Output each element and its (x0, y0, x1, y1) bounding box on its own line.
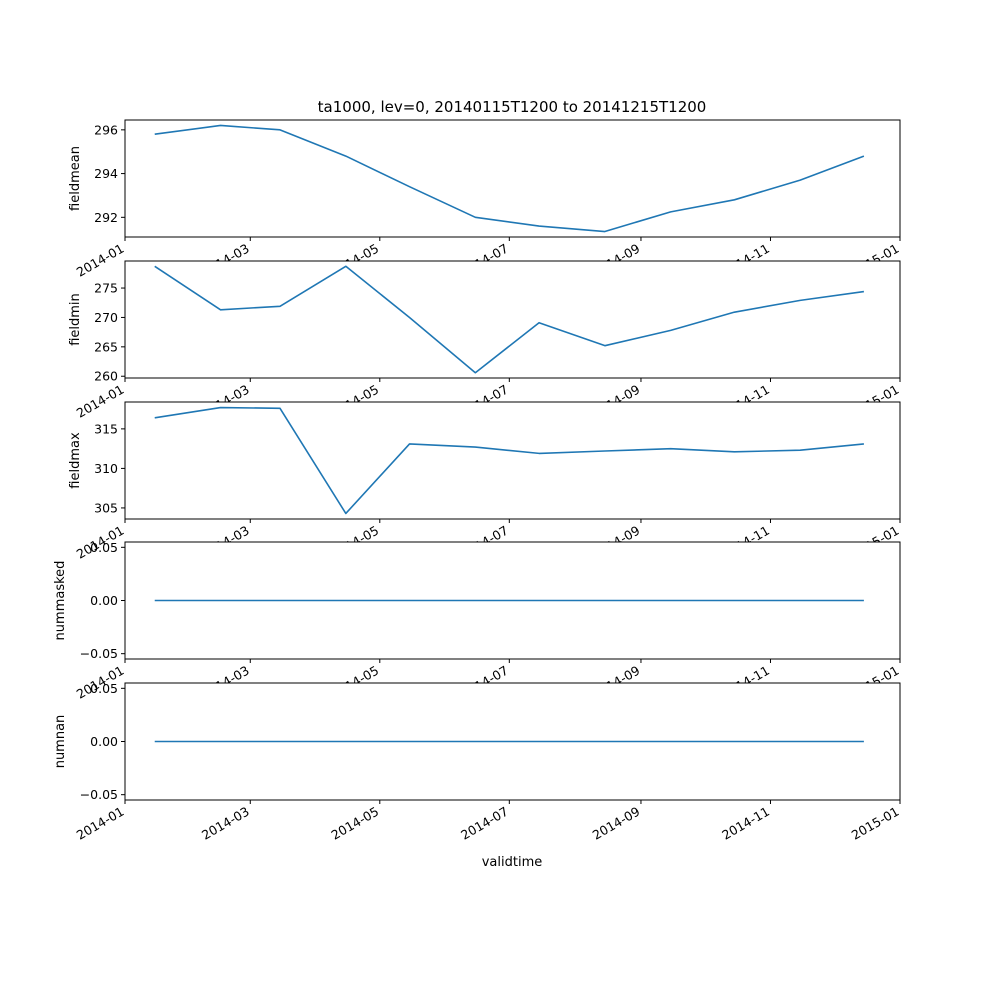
x-tick-label: 2014-01 (74, 241, 127, 280)
x-tick-label: 2014-11 (719, 804, 772, 843)
y-tick-label: 315 (94, 421, 118, 436)
x-tick-label: 2014-03 (199, 804, 252, 843)
axes-frame (124, 401, 901, 520)
axes-frame (124, 260, 901, 379)
y-tick-label: 0.00 (90, 593, 118, 608)
y-axis-label: nummasked (53, 561, 68, 641)
y-tick-label: 275 (94, 281, 118, 296)
series-line-fieldmin (154, 265, 865, 374)
y-tick-label: 292 (94, 210, 118, 225)
y-tick-label: 310 (94, 461, 118, 476)
y-tick-label: 296 (94, 122, 118, 137)
y-tick-label: 260 (94, 369, 118, 384)
subplot-panels: 292 294 296 2014-01 2014-03 2014-05 2014-07 201… (53, 119, 902, 843)
y-tick-label: −0.05 (80, 646, 118, 661)
series-line-fieldmax (154, 406, 864, 515)
series-line-fieldmean (154, 124, 865, 233)
y-axis-label: fieldmax (68, 432, 83, 489)
x-axis-label: validtime (482, 855, 543, 870)
y-axis-label: fieldmin (68, 293, 83, 346)
x-tick-label: 2014-01 (74, 804, 127, 843)
y-axis-label: numnan (53, 715, 68, 769)
y-tick-label: 294 (94, 166, 118, 181)
x-tick-label: 2015-01 (849, 804, 902, 843)
y-tick-label: 0.05 (90, 540, 118, 555)
x-tick-label: 2014-07 (458, 804, 511, 843)
chart-title: ta1000, lev=0, 20140115T1200 to 20141215… (318, 98, 707, 116)
axes-frame (124, 119, 901, 238)
y-tick-label: 0.05 (90, 681, 118, 696)
y-tick-label: 265 (94, 339, 118, 354)
subplot-3: 3053103152014-012014-032014-052014-07201… (68, 401, 902, 562)
x-tick-label: 2014-01 (74, 382, 127, 421)
y-tick-label: 305 (94, 500, 118, 515)
subplot-5: −0.05 0.00 0.05 2014-01 2014-03 2014-05 2014-0… (53, 681, 902, 843)
y-tick-label: 270 (94, 310, 118, 325)
y-tick-label: −0.05 (80, 787, 118, 802)
y-axis-label: fieldmean (68, 146, 83, 211)
x-tick-label: 2014-05 (329, 804, 382, 843)
y-tick-label: 0.00 (90, 734, 118, 749)
x-tick-label: 2014-09 (590, 804, 643, 843)
